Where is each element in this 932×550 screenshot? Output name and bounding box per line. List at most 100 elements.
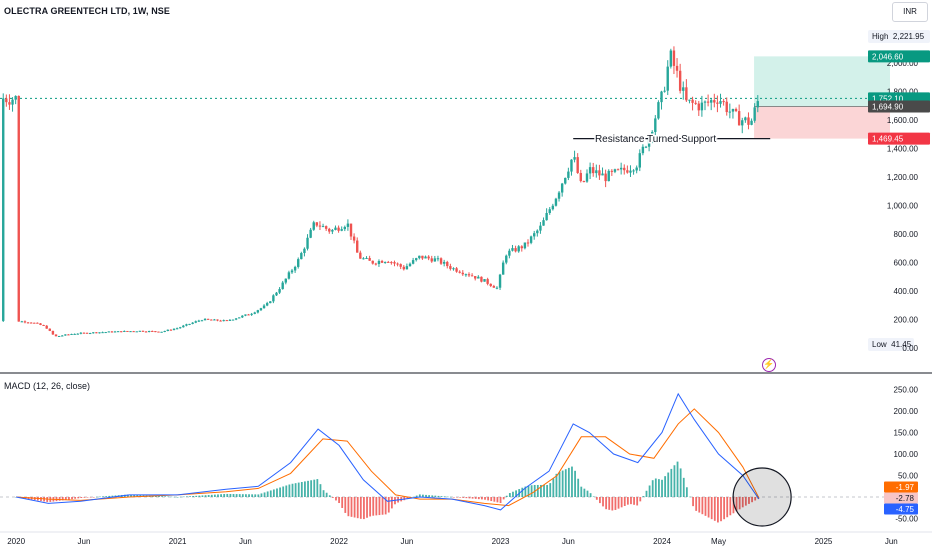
candle-body bbox=[36, 322, 39, 324]
macd-histogram-bar bbox=[536, 484, 539, 497]
candle-body bbox=[486, 279, 489, 284]
candle-body bbox=[688, 99, 691, 101]
macd-histogram-bar bbox=[74, 497, 77, 499]
candle-body bbox=[592, 167, 595, 174]
macd-histogram-bar bbox=[549, 483, 552, 497]
candle-body bbox=[371, 260, 374, 264]
macd-histogram-bar bbox=[558, 471, 561, 497]
candle-body bbox=[129, 331, 132, 333]
macd-histogram-bar bbox=[95, 496, 98, 498]
candle-body bbox=[706, 101, 710, 103]
macd-histogram-bar bbox=[524, 486, 527, 497]
candle-body bbox=[396, 263, 399, 265]
macd-axis-tick: 100.00 bbox=[894, 450, 919, 459]
macd-histogram-bar bbox=[105, 496, 108, 497]
macd-histogram-bar bbox=[751, 497, 753, 503]
candle-body bbox=[678, 70, 682, 91]
candle-body bbox=[315, 222, 319, 226]
candle-body bbox=[166, 329, 170, 331]
macd-histogram-bar bbox=[170, 496, 173, 498]
time-axis-tick: 2025 bbox=[815, 537, 833, 546]
macd-histogram-bar bbox=[195, 495, 198, 497]
candle-body bbox=[542, 220, 545, 226]
macd-histogram-bar bbox=[415, 495, 418, 497]
candle-body bbox=[623, 167, 626, 171]
candle-body bbox=[343, 226, 346, 230]
candle-body bbox=[446, 261, 449, 267]
signal-line bbox=[16, 408, 760, 507]
candle-body bbox=[753, 107, 756, 121]
candle-body bbox=[182, 325, 185, 328]
macd-histogram-bar bbox=[661, 479, 663, 497]
candle-body bbox=[523, 242, 527, 249]
macd-histogram-bar bbox=[658, 479, 660, 497]
low-value: 41.45 bbox=[891, 340, 912, 349]
candle-body bbox=[424, 256, 427, 259]
candle-body bbox=[269, 301, 272, 304]
candle-body bbox=[619, 167, 623, 170]
macd-histogram-bar bbox=[698, 497, 701, 513]
macd-histogram-bar bbox=[257, 494, 260, 497]
price-axis-tick: 1,800.00 bbox=[887, 88, 919, 97]
macd-histogram-bar bbox=[744, 497, 747, 506]
time-axis-tick: 2023 bbox=[492, 537, 510, 546]
macd-histogram-bar bbox=[248, 494, 250, 497]
candle-body bbox=[113, 331, 117, 333]
candle-body bbox=[467, 274, 471, 276]
macd-histogram-bar bbox=[89, 497, 92, 498]
candle-body bbox=[377, 260, 381, 265]
candle-body bbox=[505, 255, 508, 263]
price-label-text: 1,752.10 bbox=[872, 94, 904, 103]
candle-body bbox=[638, 153, 641, 168]
macd-histogram-bar bbox=[164, 496, 167, 497]
macd-line bbox=[16, 392, 760, 511]
high-label: High 2,221.95 bbox=[868, 30, 930, 43]
macd-histogram-bar bbox=[456, 497, 458, 498]
macd-histogram-bar bbox=[754, 497, 757, 501]
macd-title: MACD (12, 26, close) bbox=[4, 381, 91, 391]
candle-body bbox=[334, 227, 337, 230]
candle-body bbox=[231, 319, 235, 321]
candle-body bbox=[324, 226, 328, 229]
macd-histogram-bar bbox=[732, 497, 735, 514]
macd-histogram-bar bbox=[387, 497, 390, 513]
candle-body bbox=[281, 282, 284, 290]
macd-histogram-bar bbox=[741, 497, 744, 508]
macd-histogram-bar bbox=[676, 461, 679, 497]
macd-histogram-bar bbox=[294, 483, 297, 497]
price-axis-tick: 1,200.00 bbox=[887, 173, 919, 182]
macd-histogram-bar bbox=[217, 494, 219, 497]
candle-body bbox=[663, 90, 666, 92]
macd-histogram-bar bbox=[437, 495, 440, 497]
macd-histogram-bar bbox=[229, 493, 232, 497]
candle-body bbox=[64, 334, 67, 336]
lightning-icon[interactable]: ⚡ bbox=[762, 358, 776, 372]
candle-body bbox=[244, 314, 247, 316]
macd-histogram-bar bbox=[626, 497, 629, 505]
candle-body bbox=[79, 332, 83, 334]
currency-selector[interactable]: INR bbox=[892, 2, 928, 22]
price-axis-tick: 1,600.00 bbox=[887, 116, 919, 125]
candle-body bbox=[126, 330, 129, 332]
macd-histogram-bar bbox=[487, 497, 490, 501]
macd-value-text: -4.75 bbox=[896, 505, 915, 514]
candle-body bbox=[82, 332, 86, 334]
candle-body bbox=[247, 314, 250, 316]
macd-histogram-bar bbox=[648, 485, 651, 497]
macd-histogram-bar bbox=[381, 497, 384, 515]
macd-histogram-bar bbox=[372, 497, 375, 516]
candle-body bbox=[222, 320, 225, 322]
candle-body bbox=[548, 209, 551, 213]
candle-body bbox=[697, 103, 700, 111]
candle-body bbox=[433, 258, 437, 262]
macd-histogram-bar bbox=[670, 468, 673, 497]
macd-histogram-bar bbox=[465, 497, 468, 499]
candle-body bbox=[598, 170, 601, 176]
macd-histogram-bar bbox=[499, 497, 502, 504]
macd-histogram-bar bbox=[288, 484, 291, 497]
candle-body bbox=[179, 327, 182, 329]
macd-histogram-bar bbox=[220, 494, 222, 497]
macd-histogram-bar bbox=[245, 494, 247, 497]
candle-body bbox=[104, 332, 107, 334]
